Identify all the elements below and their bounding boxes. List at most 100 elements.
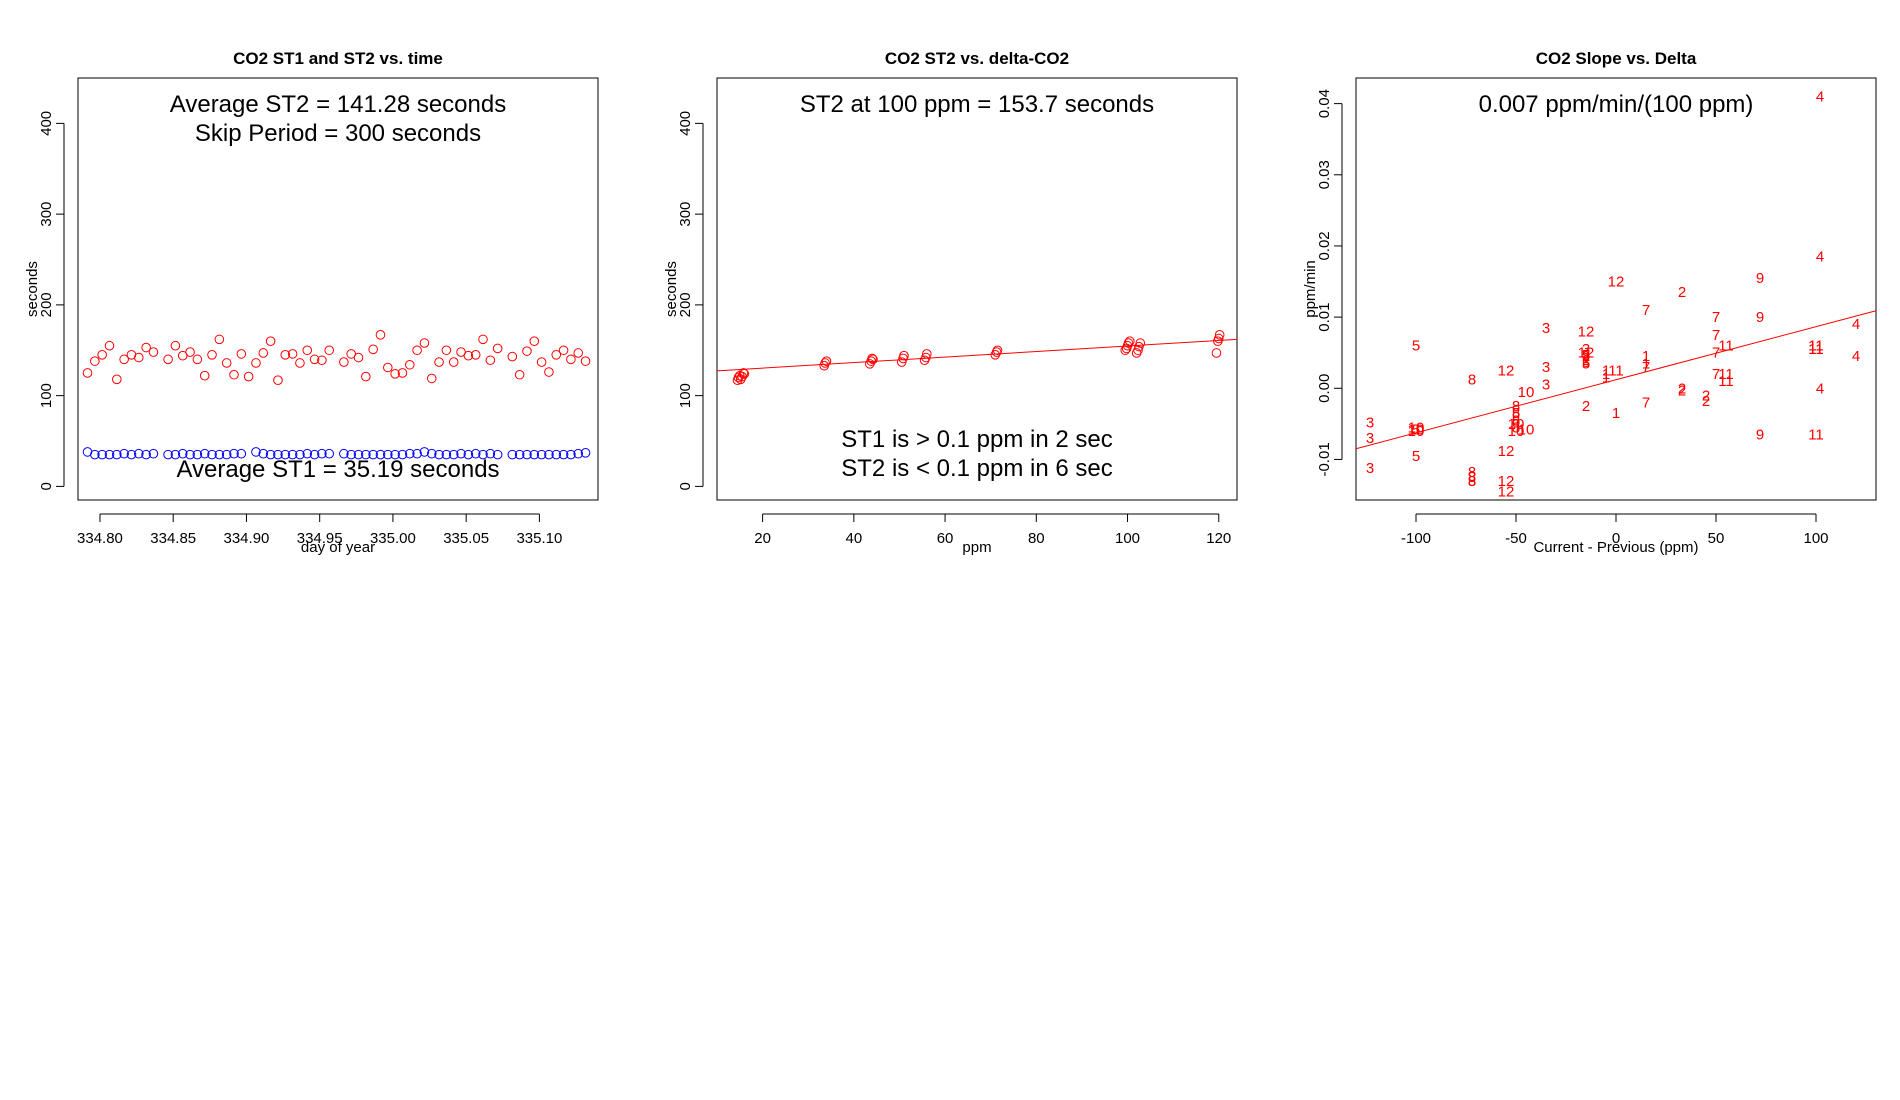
point-st1 xyxy=(258,448,269,459)
y-tick-label: 200 xyxy=(677,292,694,317)
labeled-point: 11 xyxy=(1808,341,1824,358)
labeled-point: 12 xyxy=(1578,345,1595,362)
point-st2 xyxy=(739,369,750,379)
point-st2 xyxy=(324,345,335,356)
point-st1 xyxy=(375,449,386,460)
point-st2 xyxy=(1125,336,1135,346)
labeled-point: 7 xyxy=(1712,327,1720,344)
labeled-point: 7 xyxy=(1642,302,1650,319)
point-st2 xyxy=(280,349,291,360)
labeled-point: 9 xyxy=(1756,427,1764,444)
point-st1 xyxy=(368,449,378,460)
point-st2 xyxy=(148,347,159,357)
panel-st2-vs-delta-co2: CO2 ST2 vs. delta-CO2 20 40 60 80 100 120 0 10… xyxy=(663,49,1238,556)
point-st1 xyxy=(448,449,459,460)
x-axis: 334.80 334.85 334.90 334.95 335.00 335.05 335.… xyxy=(77,513,562,547)
point-st2 xyxy=(821,356,832,366)
point-st2 xyxy=(735,374,746,385)
point-st2 xyxy=(426,373,437,384)
x-tick-label: 335.05 xyxy=(443,530,489,547)
point-st2 xyxy=(551,349,562,360)
point-st1 xyxy=(324,448,335,459)
slope-annotation: 0.007 ppm/min/(100 ppm) xyxy=(1479,91,1754,118)
point-st2 xyxy=(921,352,931,363)
y-tick-label: 0.00 xyxy=(1316,374,1333,403)
point-st2 xyxy=(97,349,107,360)
labeled-point: 3 xyxy=(1582,354,1590,371)
point-st1 xyxy=(470,448,481,459)
labeled-point: 11 xyxy=(1808,427,1824,444)
labeled-point: 11 xyxy=(1808,338,1824,355)
point-st2 xyxy=(1123,338,1134,348)
point-st2 xyxy=(104,340,115,351)
point-st1 xyxy=(119,448,129,459)
labeled-point: 8 xyxy=(1468,473,1476,490)
labeled-point: 1 xyxy=(1642,348,1650,365)
x-tick-label: 334.95 xyxy=(297,530,343,547)
point-st1 xyxy=(317,448,327,459)
point-st1 xyxy=(397,449,408,460)
labeled-point: 4 xyxy=(1816,380,1824,397)
data-points xyxy=(732,330,1225,386)
labeled-point: 2 xyxy=(1582,352,1590,369)
point-st2 xyxy=(470,349,481,360)
y-tick-label: 0.01 xyxy=(1316,303,1333,332)
x-tick-label: 40 xyxy=(845,530,862,547)
point-st1 xyxy=(90,449,100,460)
point-st2 xyxy=(1213,333,1224,344)
point-st1 xyxy=(361,449,371,460)
point-st1 xyxy=(492,449,503,460)
point-st1 xyxy=(507,449,518,460)
point-st2 xyxy=(112,374,122,385)
point-st2 xyxy=(236,349,247,359)
labeled-point: 11 xyxy=(1608,362,1624,379)
chart-title: CO2 ST2 vs. delta-CO2 xyxy=(885,49,1069,68)
point-st2 xyxy=(192,354,203,365)
point-st2 xyxy=(1133,345,1143,356)
plot-frame xyxy=(1355,77,1877,501)
point-st1 xyxy=(280,449,291,460)
x-tick-label: 334.80 xyxy=(77,530,123,547)
x-tick-label: 0 xyxy=(1612,530,1620,547)
point-st1 xyxy=(251,447,261,457)
point-st2 xyxy=(580,356,591,366)
labeled-point: 11 xyxy=(1718,338,1734,355)
point-st2 xyxy=(738,368,749,378)
x-tick-label: 335.00 xyxy=(370,530,416,547)
point-st2 xyxy=(492,343,503,354)
point-st1 xyxy=(185,449,195,460)
x-tick-label: 80 xyxy=(1028,530,1045,547)
point-st2 xyxy=(991,347,1002,357)
y-tick-label: -0.01 xyxy=(1316,442,1333,476)
x-tick-label: 60 xyxy=(937,530,954,547)
point-st2 xyxy=(867,353,877,364)
labeled-point: 11 xyxy=(1808,341,1824,358)
point-st1 xyxy=(573,448,584,459)
point-st1 xyxy=(199,448,210,459)
labeled-point: 1 xyxy=(1602,362,1610,379)
x-tick-label: 50 xyxy=(1708,530,1725,547)
labeled-point: 7 xyxy=(1712,345,1720,362)
point-st2 xyxy=(317,355,327,366)
labeled-point: 12 xyxy=(1498,362,1515,379)
y-axis-label: seconds xyxy=(663,261,680,317)
point-st1 xyxy=(544,449,554,460)
point-st2 xyxy=(434,357,444,367)
labeled-point: 8 xyxy=(1512,419,1520,436)
point-st2 xyxy=(133,352,144,363)
point-st1 xyxy=(97,449,107,460)
point-st1 xyxy=(192,449,203,460)
labeled-point: 5 xyxy=(1412,338,1420,355)
point-st1 xyxy=(287,449,298,460)
fit-line xyxy=(716,338,1238,372)
labeled-point: 2 xyxy=(1678,284,1686,301)
point-st2 xyxy=(163,354,173,365)
y-axis-label: ppm/min xyxy=(1302,260,1319,318)
point-st2 xyxy=(566,354,576,365)
y-tick-label: 0 xyxy=(38,482,55,490)
point-st2 xyxy=(536,357,547,367)
y-axis: 0 100 200 300 400 xyxy=(677,111,704,491)
labeled-point: 4 xyxy=(1816,89,1824,106)
